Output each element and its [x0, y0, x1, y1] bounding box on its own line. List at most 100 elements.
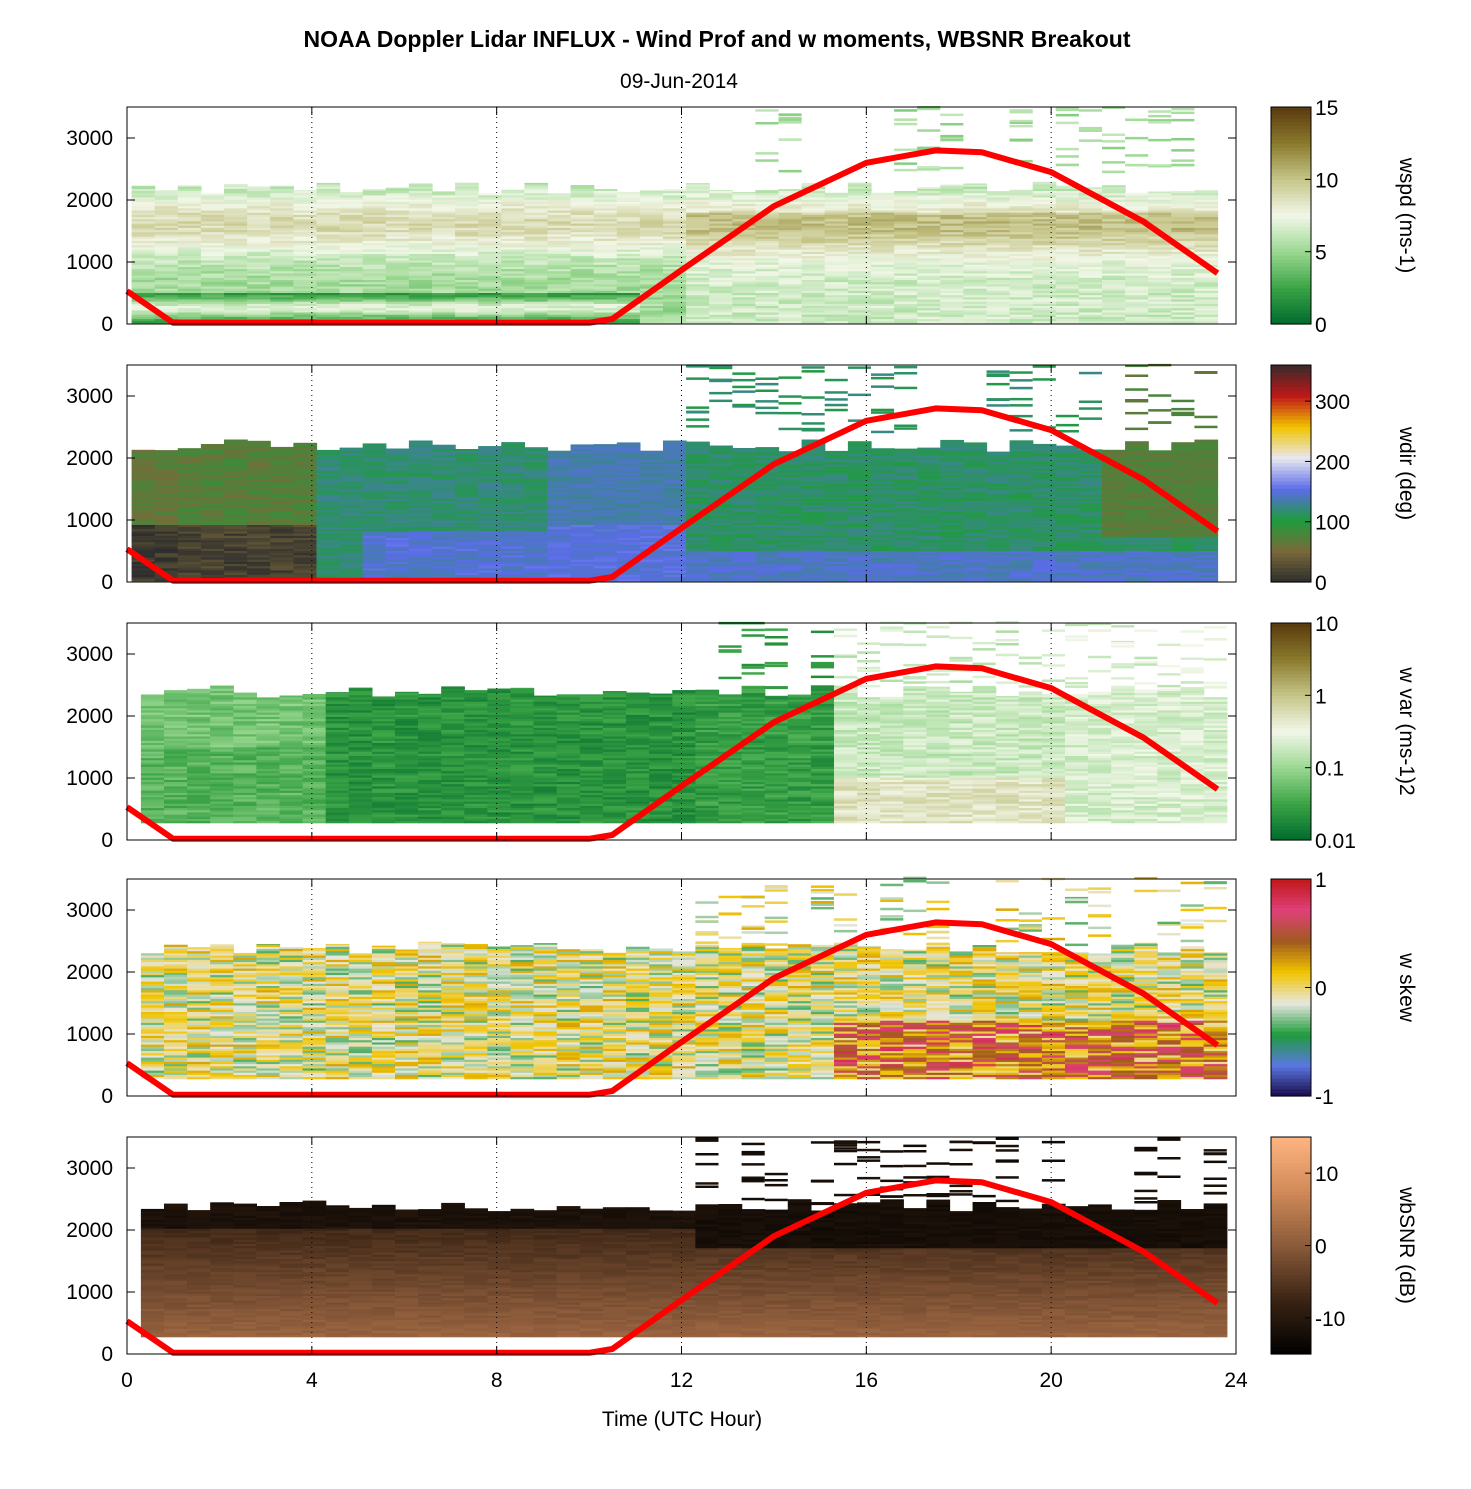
heatmap-cell — [894, 272, 918, 276]
heatmap-cell — [455, 309, 479, 313]
heatmap-cell — [247, 244, 271, 248]
heatmap-cell — [593, 231, 618, 235]
heatmap-cell — [570, 205, 595, 209]
heatmap-cell — [917, 279, 941, 283]
heatmap-cell — [755, 242, 780, 246]
heatmap-cell — [894, 316, 918, 320]
heatmap-cell — [316, 264, 341, 267]
heatmap-cell — [524, 188, 549, 191]
heatmap-cell — [293, 442, 318, 445]
heatmap-cell — [732, 192, 756, 194]
heatmap-cell — [432, 314, 456, 317]
heatmap-cell — [778, 225, 803, 228]
heatmap-cell — [871, 218, 895, 222]
heatmap-cell — [686, 290, 710, 293]
heatmap-cell — [362, 296, 387, 300]
heatmap-cell — [986, 277, 1011, 280]
heatmap-cell — [986, 318, 1011, 322]
heatmap-cell — [524, 203, 549, 207]
heatmap-cell — [432, 307, 456, 311]
colorbar-swatch — [1271, 193, 1311, 198]
heatmap-cell — [524, 285, 549, 289]
heatmap-cell — [177, 244, 202, 248]
heatmap-cell — [455, 283, 479, 287]
heatmap-cell — [1078, 314, 1103, 317]
heatmap-cell — [616, 268, 641, 272]
heatmap-cell — [894, 220, 918, 224]
heatmap-cell — [1055, 249, 1080, 252]
heatmap-cell — [200, 259, 225, 263]
heatmap-cell — [1078, 255, 1103, 259]
heatmap-cell — [1009, 192, 1034, 196]
heatmap-cell — [547, 272, 572, 276]
heatmap-cell — [663, 259, 687, 263]
heatmap-cell — [1078, 229, 1103, 233]
heatmap-cell — [200, 309, 225, 313]
heatmap-cell — [1125, 281, 1149, 285]
heatmap-cell — [616, 264, 641, 267]
heatmap-cell — [200, 194, 225, 198]
heatmap-cell — [1055, 320, 1080, 324]
colorbar-swatch — [1271, 255, 1311, 260]
heatmap-cell — [709, 320, 733, 324]
heatmap-cell — [778, 220, 803, 224]
heatmap-cell — [432, 288, 456, 291]
heatmap-cell — [1125, 268, 1149, 272]
heatmap-cell — [501, 253, 525, 257]
heatmap-cell — [478, 216, 502, 220]
heatmap-cell — [686, 311, 710, 315]
heatmap-cell — [709, 399, 733, 403]
heatmap-cell — [432, 233, 456, 237]
heatmap-cell — [432, 294, 456, 298]
heatmap-cell — [1125, 316, 1149, 320]
heatmap-cell — [547, 222, 572, 226]
heatmap-cell — [663, 277, 687, 280]
heatmap-cell — [1102, 227, 1126, 231]
heatmap-cell — [339, 264, 364, 267]
heatmap-cell — [686, 296, 710, 300]
heatmap-cell — [339, 242, 364, 246]
heatmap-cell — [524, 281, 549, 285]
heatmap-cell — [663, 307, 687, 311]
heatmap-cell — [455, 288, 479, 291]
heatmap-cell — [293, 268, 318, 272]
heatmap-cell — [940, 301, 964, 304]
heatmap-cell — [871, 249, 895, 252]
heatmap-cell — [963, 290, 988, 293]
heatmap-cell — [293, 196, 318, 200]
heatmap-cell — [247, 227, 271, 231]
heatmap-cell — [224, 186, 248, 189]
heatmap-cell — [455, 240, 479, 244]
heatmap-cell — [570, 203, 595, 207]
heatmap-cell — [732, 318, 756, 322]
heatmap-cell — [593, 216, 618, 220]
heatmap-cell — [339, 270, 364, 274]
heatmap-cell — [824, 288, 849, 291]
heatmap-cell — [1078, 214, 1103, 218]
heatmap-cell — [362, 214, 387, 218]
heatmap-cell — [570, 279, 595, 283]
colorbar-swatch — [1271, 139, 1311, 144]
heatmap-cell — [1078, 205, 1103, 209]
heatmap-cell — [455, 194, 479, 198]
heatmap-cell — [894, 168, 918, 172]
heatmap-cell — [639, 203, 664, 207]
heatmap-cell — [917, 242, 941, 246]
heatmap-cell — [986, 194, 1011, 198]
heatmap-cell — [963, 220, 988, 224]
heatmap-cell — [593, 296, 618, 300]
heatmap-cell — [709, 259, 733, 263]
heatmap-cell — [432, 229, 456, 233]
heatmap-cell — [871, 229, 895, 233]
heatmap-cell — [1102, 186, 1126, 189]
heatmap-cell — [847, 240, 872, 244]
heatmap-cell — [177, 294, 202, 298]
heatmap-cell — [847, 218, 872, 222]
heatmap-cell — [1102, 288, 1126, 291]
heatmap-cell — [1078, 188, 1103, 191]
heatmap-cell — [385, 277, 410, 280]
heatmap-cell — [639, 320, 664, 324]
heatmap-cell — [778, 218, 803, 222]
heatmap-cell — [1032, 283, 1057, 287]
